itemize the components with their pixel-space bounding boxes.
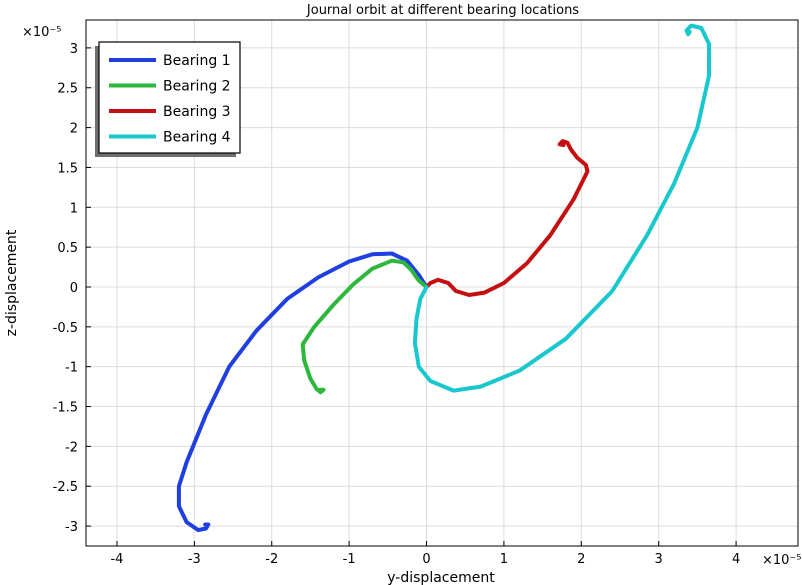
series-line-bearing-3 [424,139,590,297]
y-tick-label: 0.5 [57,241,78,256]
y-axis-label: z-displacement [4,229,20,336]
y-tick-label: 2 [70,122,78,137]
series-line-bearing-2 [300,258,429,395]
legend-label-bearing-1: Bearing 1 [163,53,231,69]
plot-frame [85,19,799,547]
legend-label-bearing-2: Bearing 2 [163,79,231,95]
y-tick-label: -2 [65,440,78,455]
y-tick-label: 0 [70,281,78,296]
y-tick-label: -1.5 [53,401,78,416]
y-tick-label: -1 [65,361,78,376]
legend-label-bearing-3: Bearing 3 [163,104,231,120]
x-tick-label: 0 [422,552,430,567]
x-axis-multiplier: ×10⁻⁵ [762,553,802,568]
x-tick-label: -3 [188,552,201,567]
x-tick-label: -1 [343,552,356,567]
y-tick-label: 1 [70,201,78,216]
x-tick-label: 1 [500,552,508,567]
y-tick-label: -2.5 [53,480,78,495]
y-tick-label: 1.5 [57,161,78,176]
x-tick-label: 3 [655,552,663,567]
y-tick-label: -0.5 [53,321,78,336]
y-axis-multiplier: ×10⁻⁵ [22,25,62,40]
x-tick-label: 4 [732,552,740,567]
y-tick-label: 2.5 [57,82,78,97]
y-tick-label: -3 [65,520,78,535]
series-line-bearing-1 [176,251,429,533]
chart-title: Journal orbit at different bearing locat… [306,3,579,18]
series-line-bearing-4 [412,23,711,393]
y-tick-label: 3 [70,42,78,57]
x-tick-label: 2 [577,552,585,567]
axis-ticks: -4 -3 -2 -1 0 1 2 3 4 3 2.5 2 1.5 1 0.5 0 -0.5 -1 -1.5 -2 -2… [53,42,741,567]
x-tick-label: -2 [265,552,278,567]
legend-label-bearing-4: Bearing 4 [163,130,231,146]
series-lines [176,23,711,533]
x-axis-label: y-displacement [387,570,495,585]
x-tick-label: -4 [110,552,123,567]
legend: Bearing 1 Bearing 2 Bearing 3 Bearing 4 [95,41,241,157]
